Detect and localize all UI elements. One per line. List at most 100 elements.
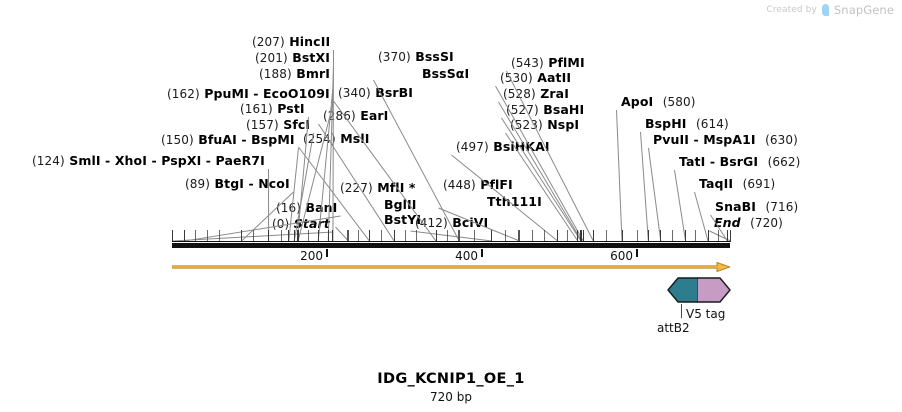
site-enzyme-497-0: BsiHKAI xyxy=(493,139,550,154)
scale-label-200: 200 xyxy=(300,249,323,263)
site-label-161[interactable]: (161) PstI xyxy=(240,101,305,118)
site-label-207[interactable]: (207) HincII xyxy=(252,34,330,51)
site-label-124[interactable]: (124) SmlI - XhoI - PspXI - PaeR7I xyxy=(32,153,265,170)
site-label-89[interactable]: (89) BtgI - NcoI xyxy=(185,176,290,193)
sequence-length: 720 bp xyxy=(430,390,472,404)
site-position-16: (16) xyxy=(276,201,302,215)
site-position-716: (716) xyxy=(765,200,799,214)
site-label-720[interactable]: End (720) xyxy=(714,215,783,232)
site-label-157[interactable]: (157) SfcI xyxy=(246,117,310,134)
site-position-161: (161) xyxy=(240,102,273,116)
backbone-minor-tick xyxy=(253,230,255,242)
site-tick-716 xyxy=(726,230,728,242)
site-tick-188 xyxy=(317,230,319,242)
site-position-543: (543) xyxy=(511,56,544,70)
site-enzyme-448-0: PflFI xyxy=(480,177,513,192)
backbone-minor-tick xyxy=(671,230,673,242)
backbone-minor-tick xyxy=(416,230,418,242)
site-label-691[interactable]: TaqII (691) xyxy=(699,176,775,193)
feature-arrow-v5-tag[interactable] xyxy=(697,277,731,303)
site-position-188: (188) xyxy=(259,67,292,81)
site-tick-630 xyxy=(660,230,662,242)
site-enzyme-227-2: BstYI xyxy=(384,212,422,227)
site-label-543[interactable]: (543) PflMI xyxy=(511,55,585,72)
site-tick-527 xyxy=(580,230,582,242)
site-label-201[interactable]: (201) BstXI xyxy=(255,50,330,67)
backbone-minor-tick xyxy=(474,230,476,242)
site-enzyme-716-0: SnaBI xyxy=(715,199,757,214)
site-tick-254 xyxy=(368,230,370,242)
site-label-580[interactable]: ApoI (580) xyxy=(621,94,696,111)
site-label-150[interactable]: (150) BfuAI - BspMI xyxy=(161,132,295,149)
site-position-157: (157) xyxy=(246,118,279,132)
site-label-630[interactable]: PvuII - MspA1I (630) xyxy=(653,132,798,149)
scale-label-600: 600 xyxy=(610,249,633,263)
site-label-497[interactable]: (497) BsiHKAI xyxy=(456,139,550,156)
site-label-528[interactable]: (528) ZraI xyxy=(503,86,569,103)
leader-line-580 xyxy=(616,109,623,242)
site-enzyme-630-0: PvuII xyxy=(653,132,690,147)
site-label-412[interactable]: (412) BciVI xyxy=(415,215,488,232)
site-label-370[interactable]: (370) BssSI BssSαI xyxy=(378,49,469,81)
site-enzyme-720-0: End xyxy=(714,215,741,230)
snapgene-logo-icon xyxy=(821,4,830,16)
sequence-backbone xyxy=(172,243,730,248)
scale-tick-200 xyxy=(326,249,328,257)
feature-arrow-attb2[interactable] xyxy=(667,277,698,303)
site-position-691: (691) xyxy=(742,177,776,191)
site-position-530: (530) xyxy=(500,71,533,85)
attb2-connector xyxy=(681,304,682,318)
site-position-340: (340) xyxy=(338,86,371,100)
backbone-minor-tick xyxy=(358,230,359,242)
site-label-614[interactable]: BspHI (614) xyxy=(645,116,729,133)
site-enzyme-286-0: EarI xyxy=(360,108,389,123)
site-enzyme-162-0: PpuMI xyxy=(204,86,249,101)
site-label-716[interactable]: SnaBI (716) xyxy=(715,199,798,216)
backbone-minor-tick xyxy=(381,230,383,242)
site-position-370: (370) xyxy=(378,50,411,64)
site-tick-340 xyxy=(435,230,437,242)
backbone-minor-tick xyxy=(206,230,208,242)
orf-arrow xyxy=(172,262,730,272)
site-label-662[interactable]: TatI - BsrGI (662) xyxy=(679,154,800,171)
site-tick-150 xyxy=(288,230,290,242)
backbone-minor-tick xyxy=(532,230,534,242)
site-label-162[interactable]: (162) PpuMI - EcoO109I xyxy=(167,86,330,103)
site-label-188[interactable]: (188) BmrI xyxy=(259,66,330,83)
name-separator: - xyxy=(201,153,216,168)
backbone-minor-tick xyxy=(695,230,697,242)
feature-label-v5-tag: V5 tag xyxy=(686,307,726,321)
site-enzyme-124-2: PspXI xyxy=(161,153,202,168)
site-tick-662 xyxy=(685,230,687,242)
site-position-497: (497) xyxy=(456,140,489,154)
site-label-527[interactable]: (527) BsaHI xyxy=(506,102,584,119)
site-label-340[interactable]: (340) BsrBI xyxy=(338,85,413,102)
site-enzyme-161-0: PstI xyxy=(277,101,305,116)
site-enzyme-580-0: ApoI xyxy=(621,94,654,109)
site-enzyme-370-1: BssSαI xyxy=(422,65,470,81)
site-enzyme-124-3: PaeR7I xyxy=(215,153,265,168)
site-tick-528 xyxy=(581,230,583,242)
backbone-minor-tick xyxy=(544,230,545,242)
backbone-minor-tick xyxy=(307,230,309,242)
site-tick-580 xyxy=(621,230,623,242)
site-enzyme-207-0: HincII xyxy=(289,34,331,49)
site-tick-124 xyxy=(268,230,270,242)
site-enzyme-150-0: BfuAI xyxy=(198,132,237,147)
site-tick-162 xyxy=(297,230,299,242)
name-separator: - xyxy=(689,132,704,147)
site-tick-157 xyxy=(293,230,295,242)
site-enzyme-523-0: NspI xyxy=(547,117,580,132)
leader-line-412 xyxy=(410,230,492,242)
site-enzyme-630-1: MspA1I xyxy=(703,132,756,147)
site-tick-16 xyxy=(184,230,186,242)
page-title: IDG_KCNIP1_OE_1 xyxy=(377,371,525,387)
site-enzyme-370-0: BssSI xyxy=(415,49,454,64)
site-enzyme-412-0: BciVI xyxy=(452,215,489,230)
site-enzyme-528-0: ZraI xyxy=(540,86,569,101)
site-enzyme-157-0: SfcI xyxy=(283,117,311,132)
backbone-minor-tick xyxy=(567,230,569,242)
site-label-448[interactable]: (448) PflFI Tth111I xyxy=(443,177,542,209)
